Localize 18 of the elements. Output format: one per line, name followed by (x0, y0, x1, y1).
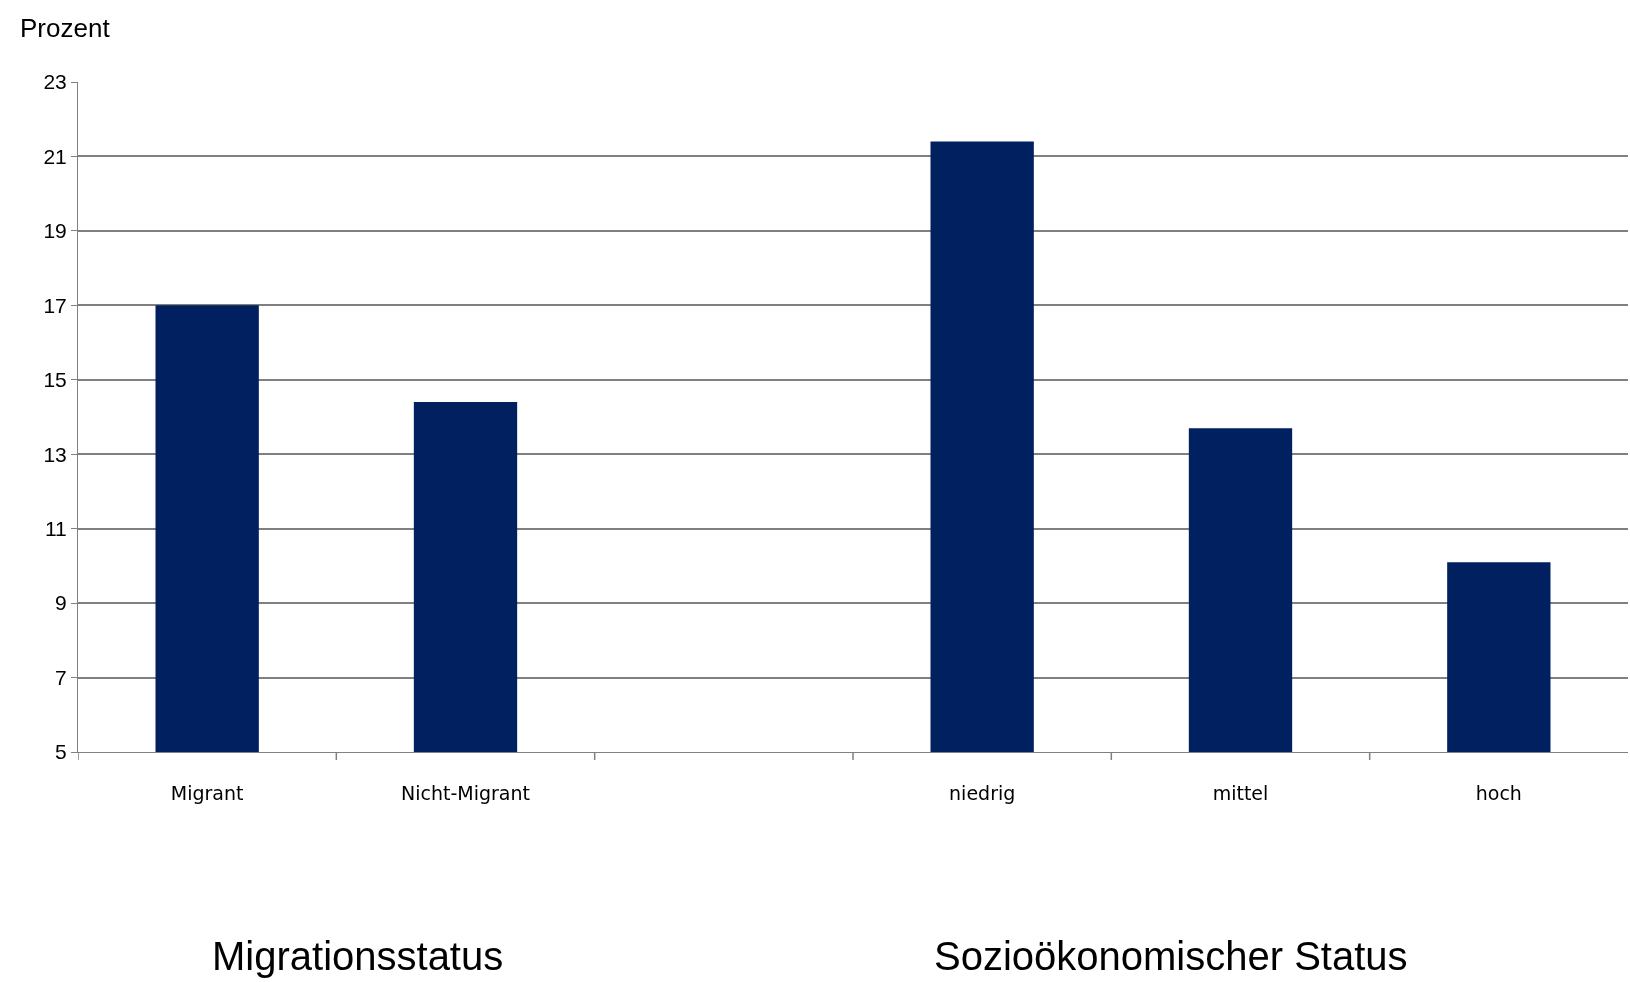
y-tick-label: 11 (44, 517, 67, 541)
text: Sozioökonomischer Status (934, 934, 1408, 978)
y-axis-title: Prozent (20, 13, 111, 43)
x-tick-label: Migrant (170, 781, 244, 804)
y-tick-label: 9 (55, 591, 67, 615)
x-tick-label: mittel (1212, 781, 1269, 804)
y-tick-label: 17 (43, 293, 67, 317)
y-tick-label: 19 (43, 219, 67, 243)
y-tick-label: 5 (55, 740, 67, 764)
x-tick-label: hoch (1475, 781, 1522, 804)
x-tick-label: Nicht-Migrant (401, 781, 530, 804)
x-tick-label: niedrig (949, 781, 1016, 804)
text: Migrationsstatus (212, 934, 504, 978)
y-tick-label: 7 (55, 665, 67, 689)
y-tick-label: 21 (43, 144, 67, 168)
y-tick-label: 23 (43, 70, 67, 94)
y-tick-label: 15 (43, 368, 67, 392)
y-tick-label: 13 (43, 442, 67, 466)
